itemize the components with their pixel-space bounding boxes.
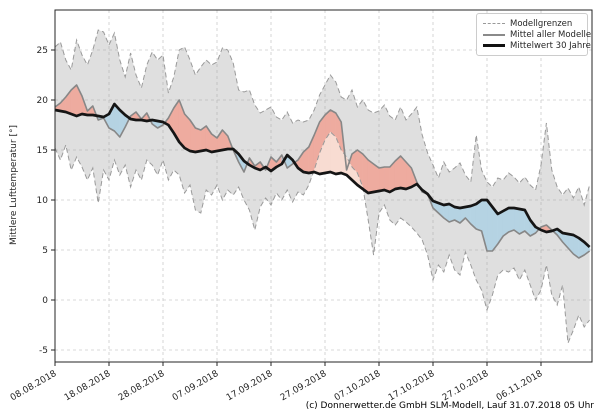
x-tick-label: 18.08.2018 [63,369,113,404]
legend-item-mittel-aller-modelle: Mittel aller Modelle [483,29,591,40]
warm-below-lower-bound-fill [330,131,336,175]
chart-legend: Modellgrenzen Mittel aller Modelle Mitte… [476,13,591,56]
copyright-caption: (c) Donnerwetter.de GmbH SLM-Modell, Lau… [305,401,594,411]
x-tick-label: 06.11.2018 [495,369,545,404]
model-bounds-band [55,30,590,343]
warmer-than-climate-fill [368,159,374,194]
legend-item-mittelwert-30-jahre: Mittelwert 30 Jahre [483,40,591,51]
x-tick-label: 27.10.2018 [441,369,491,404]
y-tick-label: 10 [37,196,49,206]
x-tick-label: 27.09.2018 [279,369,329,404]
y-axis-label: Mittlere Lufttemperatur [°] [9,125,19,245]
x-tick-label: 08.08.2018 [9,369,59,404]
legend-item-modellgrenzen: Modellgrenzen [483,18,581,29]
x-tick-label: 07.09.2018 [171,369,221,404]
colder-than-climate-fill [519,208,525,235]
legend-label: Mittel aller Modelle [510,29,592,40]
legend-label: Mittelwert 30 Jahre [510,40,591,51]
y-tick-label: 0 [42,296,48,306]
y-tick-label: 15 [37,146,48,156]
warmer-than-climate-fill [195,127,202,153]
x-tick-label: 28.08.2018 [117,369,167,404]
model-bounds-upper-line [54,29,591,207]
gray-line-icon [483,33,505,36]
x-tick-label: 17.10.2018 [387,369,437,404]
colder-than-climate-fill [508,207,515,233]
black-line-icon [483,44,505,47]
climate-mean-line [54,102,591,248]
y-tick-label: 25 [37,46,48,56]
dashed-line-icon [483,23,505,24]
model-bounds-lower-line [54,131,590,344]
warmer-than-climate-fill [384,166,390,193]
y-tick-label: -5 [39,346,48,356]
x-tick-label: 17.09.2018 [225,369,275,404]
x-tick-label: 07.10.2018 [333,369,383,404]
y-tick-label: 20 [37,96,49,106]
model-mean-line [54,84,591,259]
warmer-than-climate-fill [378,166,385,192]
legend-label: Modellgrenzen [510,18,573,29]
y-tick-label: 5 [42,246,48,256]
plot-border [54,9,593,363]
